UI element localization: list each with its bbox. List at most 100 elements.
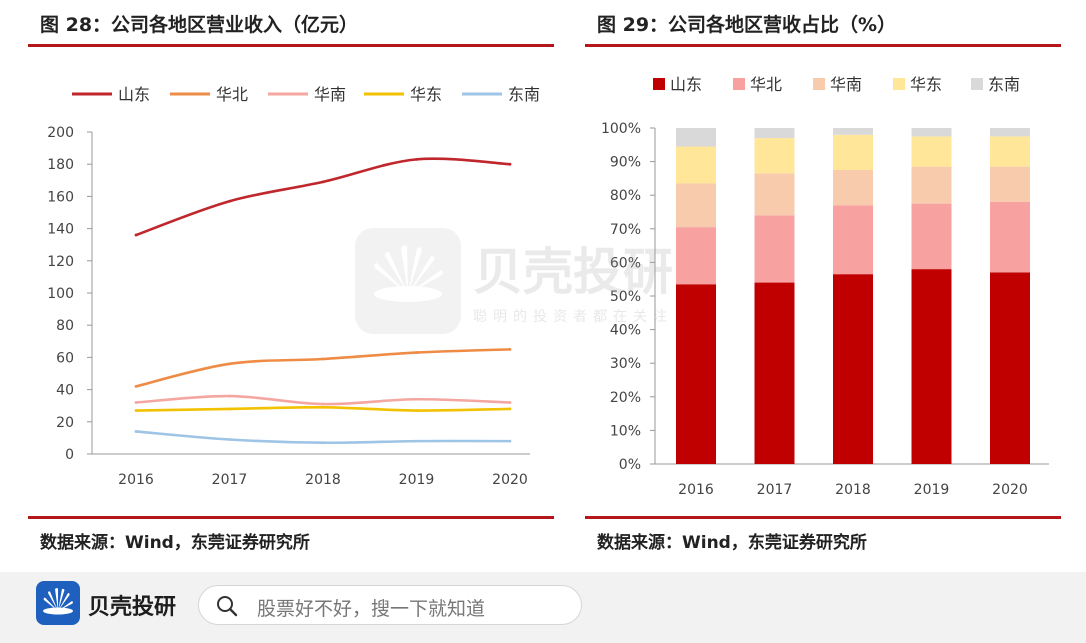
bar-segment: [990, 201, 1030, 273]
legend-swatch: [893, 78, 905, 90]
y-tick-label: 50%: [610, 289, 641, 305]
bar-segment: [833, 205, 873, 275]
data-point: [321, 405, 325, 409]
y-tick-label: 100%: [601, 121, 641, 137]
legend-swatch: [813, 78, 825, 90]
x-tick-label: 2020: [492, 472, 528, 488]
bar-segment: [990, 128, 1030, 137]
data-point: [228, 362, 231, 366]
legend-label: 山东: [670, 75, 702, 94]
y-tick-label: 120: [47, 254, 74, 270]
search-input[interactable]: 股票好不好，搜一下就知道: [198, 585, 582, 625]
y-tick-label: 0%: [619, 457, 641, 473]
bar-segment: [990, 136, 1030, 167]
data-point: [228, 407, 231, 411]
x-tick-label: 2017: [212, 472, 248, 488]
data-point: [228, 394, 231, 398]
bar-segment: [911, 269, 952, 464]
bar-segment: [676, 183, 716, 228]
data-point: [508, 347, 512, 351]
stacked-bar-panel: 图 29：公司各地区营收占比（%） 山东 华北 华南 华东 东南 0% 10% 20% 30% 4…: [585, 0, 1065, 572]
bar-segment: [676, 227, 716, 285]
legend-label: 华北: [216, 85, 248, 104]
y-tick-label: 200: [47, 125, 74, 141]
legend-label: 东南: [508, 85, 540, 104]
title-rule: [28, 44, 554, 47]
data-point: [321, 402, 325, 406]
stacked-bar-source: 数据来源：Wind，东莞证券研究所: [597, 533, 867, 553]
bar-segment: [754, 138, 795, 174]
x-tick-label: 2020: [992, 482, 1028, 498]
data-point: [134, 384, 138, 388]
x-tick-label: 2018: [305, 472, 341, 488]
data-point: [134, 233, 138, 237]
data-point: [134, 409, 138, 412]
data-point: [415, 157, 418, 161]
bar-segment: [911, 166, 952, 204]
y-tick-label: 20%: [610, 390, 641, 406]
data-point: [508, 407, 512, 411]
y-tick-label: 30%: [610, 356, 641, 372]
footer-bar: 贝壳投研 股票好不好，搜一下就知道: [0, 572, 1086, 643]
line-chart-title: 图 28：公司各地区营业收入（亿元）: [40, 14, 359, 36]
x-tick-label: 2016: [678, 482, 714, 498]
bar-segment: [754, 128, 795, 139]
data-point: [321, 180, 325, 184]
bar-segment: [990, 272, 1030, 464]
y-tick-label: 90%: [610, 155, 641, 171]
y-tick-label: 0: [65, 447, 74, 463]
stacked-bar-chart: 山东 华北 华南 华东 东南 0% 10% 20% 30% 40% 50% 60% 70% 80% 90% 1…: [601, 75, 1049, 498]
line-chart: 山东 华北 华南 华东 东南 0 20 40 60 80 100 120 140 160 180 200 201…: [47, 85, 540, 488]
y-tick-label: 60: [56, 350, 74, 366]
x-tick-label: 2016: [118, 472, 154, 488]
bar-segment: [833, 274, 873, 464]
data-point: [228, 438, 231, 441]
y-tick-label: 80%: [610, 188, 641, 204]
bar-segment: [911, 136, 952, 167]
y-tick-label: 80: [56, 318, 74, 334]
bar-segment: [833, 128, 873, 135]
bar-segment: [754, 282, 795, 464]
legend-label: 东南: [988, 75, 1020, 94]
y-tick-label: 10%: [610, 423, 641, 439]
data-point: [134, 430, 138, 433]
data-point: [508, 439, 512, 443]
legend-label: 华北: [750, 75, 782, 94]
title-rule: [585, 44, 1061, 47]
legend-swatch: [653, 78, 665, 90]
stacked-bar-title: 图 29：公司各地区营收占比（%）: [597, 14, 897, 36]
bar-segment: [676, 128, 716, 147]
search-icon[interactable]: [215, 594, 239, 618]
data-point: [415, 397, 418, 401]
y-tick-label: 40%: [610, 323, 641, 339]
legend-swatch: [733, 78, 745, 90]
bar-segment: [911, 203, 952, 270]
series-line-1: [135, 157, 511, 237]
x-tick-label: 2019: [914, 482, 950, 498]
search-placeholder: 股票好不好，搜一下就知道: [257, 598, 486, 620]
data-point: [415, 439, 418, 443]
bar-segment: [990, 166, 1030, 202]
bar-segment: [833, 170, 873, 206]
legend-label: 华东: [910, 75, 942, 94]
legend-swatch: [971, 78, 983, 90]
footer-brand[interactable]: 贝壳投研: [88, 595, 177, 620]
data-point: [508, 401, 512, 404]
legend-label: 华东: [410, 85, 442, 104]
y-tick-label: 70%: [610, 222, 641, 238]
shell-logo-icon[interactable]: [36, 581, 80, 625]
data-point: [415, 351, 418, 354]
data-point: [508, 162, 512, 166]
source-rule: [28, 516, 554, 519]
bar-segment: [676, 146, 716, 184]
line-chart-source: 数据来源：Wind，东莞证券研究所: [40, 533, 310, 553]
y-tick-label: 140: [47, 222, 74, 238]
bar-segment: [911, 128, 952, 137]
data-point: [321, 441, 325, 445]
x-tick-label: 2019: [399, 472, 435, 488]
line-chart-panel: 图 28：公司各地区营业收入（亿元） 山东 华北 华南 华东 东南 0 20 40 60 80 10…: [0, 0, 560, 572]
data-point: [321, 357, 325, 361]
data-point: [134, 401, 138, 404]
source-rule: [585, 516, 1061, 519]
data-point: [228, 199, 231, 203]
